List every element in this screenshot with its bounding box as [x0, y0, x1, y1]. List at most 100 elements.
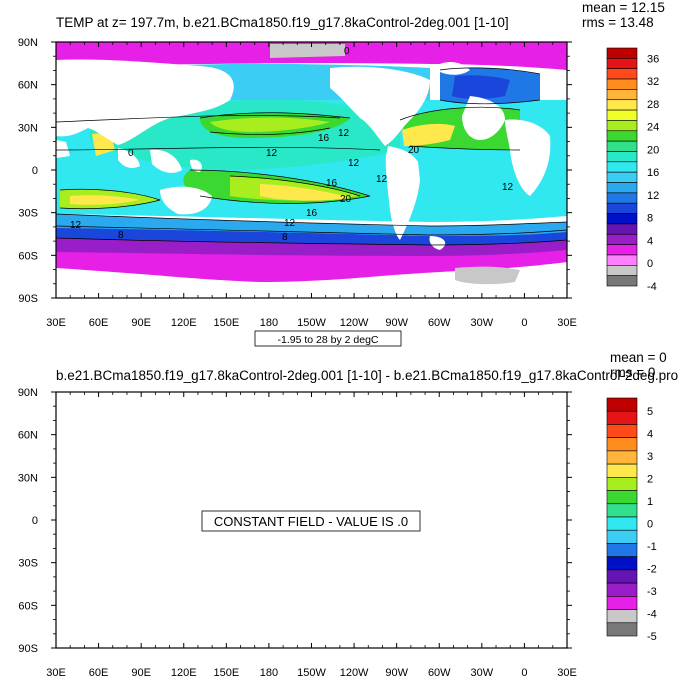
contour-label: 12 [348, 158, 360, 169]
colorbar-swatch [606, 609, 638, 624]
colorbar-swatch [606, 397, 638, 412]
colorbar-label: 8 [647, 213, 653, 225]
colorbar-label: 0 [647, 519, 653, 531]
contour-label: 16 [318, 133, 330, 144]
colorbar-swatch [606, 89, 638, 101]
colorbar-label: 12 [647, 190, 659, 202]
y-tick-label: 90N [18, 37, 38, 49]
colorbar-swatch [606, 161, 638, 173]
x-tick-label: 60W [428, 667, 451, 679]
contour-label: 20 [408, 145, 420, 156]
colorbar-swatch [606, 463, 638, 478]
contour-label: 12 [70, 220, 82, 231]
antarctic-gray [455, 266, 520, 285]
colorbar-swatch [606, 543, 638, 557]
colorbar-label: 16 [647, 167, 659, 179]
x-tick-label: 120E [171, 667, 197, 679]
top-mean: mean = 12.15 [582, 0, 665, 15]
contour-label: 8 [282, 232, 288, 243]
x-tick-label: 150E [213, 317, 239, 329]
y-tick-label: 90S [18, 643, 38, 655]
colorbar-swatch [606, 265, 638, 276]
x-tick-label: 120E [171, 317, 197, 329]
top-panel: TEMP at z= 197.7m, b.e21.BCma1850.f19_g1… [18, 0, 665, 347]
x-tick-label: 90E [131, 317, 151, 329]
contour-info-box: -1.95 to 28 by 2 degC [254, 330, 402, 347]
contour-label: 12 [266, 148, 278, 159]
colorbar-label: 3 [647, 451, 653, 463]
x-tick-label: 150W [297, 317, 326, 329]
colorbar-swatch [606, 109, 638, 121]
colorbar-label: 20 [647, 144, 659, 156]
colorbar-label: 2 [647, 474, 653, 486]
contour-label: 12 [284, 218, 296, 229]
colorbar-label: -1 [647, 541, 657, 553]
colorbar-label: 28 [647, 99, 659, 111]
bottom-title: b.e21.BCma1850.f19_g17.8kaControl-2deg.0… [56, 368, 678, 383]
contour-info: -1.95 to 28 by 2 degC [278, 334, 379, 346]
colorbar-swatch [606, 182, 638, 194]
contour-label: 20 [340, 194, 352, 205]
x-tick-label: 30E [46, 317, 66, 329]
colorbar-swatch [606, 202, 638, 214]
colorbar-label: -4 [647, 281, 657, 293]
x-tick-label: 60W [428, 317, 451, 329]
x-tick-label: 30W [471, 667, 494, 679]
indian-ocean-yellow [70, 195, 140, 205]
colorbar-label: 0 [647, 258, 653, 270]
colorbar-swatch [606, 450, 638, 465]
constant-field-message: CONSTANT FIELD - VALUE IS .0 [214, 514, 408, 529]
south-pacific-yellow [260, 184, 350, 201]
x-tick-label: 120W [340, 667, 369, 679]
colorbar-swatch [606, 58, 638, 69]
colorbar-swatch [606, 254, 638, 266]
x-tick-label: 30E [557, 667, 577, 679]
x-tick-label: 150W [297, 667, 326, 679]
north-pacific-lime [210, 117, 330, 132]
colorbar-label: 32 [647, 76, 659, 88]
colorbar-label: -5 [647, 631, 657, 643]
contour-label: 16 [306, 208, 318, 219]
colorbar-label: 1 [647, 496, 653, 508]
x-tick-label: 180 [260, 317, 278, 329]
colorbar-swatch [606, 437, 638, 452]
colorbar-swatch [606, 171, 638, 183]
x-tick-label: 30W [471, 317, 494, 329]
y-tick-label: 0 [32, 165, 38, 177]
colorbar-swatch [606, 140, 638, 152]
bottom-mean: mean = 0 [610, 350, 667, 365]
colorbar-swatch [606, 47, 638, 59]
x-tick-label: 60E [89, 317, 109, 329]
x-tick-label: 90E [131, 667, 151, 679]
colorbar-label: -4 [647, 609, 657, 621]
colorbar-swatch [606, 244, 638, 256]
north-atlantic-deep [452, 75, 510, 99]
colorbar-swatch [606, 582, 638, 597]
x-tick-label: 120W [340, 317, 369, 329]
colorbar-swatch [606, 490, 638, 505]
top-title: TEMP at z= 197.7m, b.e21.BCma1850.f19_g1… [56, 15, 509, 30]
x-tick-label: 30E [557, 317, 577, 329]
colorbar-label: 36 [647, 53, 659, 65]
y-tick-label: 60S [18, 600, 38, 612]
contour-label: 0 [344, 46, 350, 57]
x-tick-label: 90W [385, 667, 408, 679]
colorbar-label: -2 [647, 564, 657, 576]
colorbar-swatch [606, 596, 638, 610]
bottom-panel: b.e21.BCma1850.f19_g17.8kaControl-2deg.0… [18, 350, 678, 679]
y-tick-label: 60S [18, 250, 38, 262]
x-tick-label: 150E [213, 667, 239, 679]
colorbar-swatch [606, 275, 638, 287]
atlantic-north-yellow [402, 123, 455, 146]
colorbar-label: 24 [647, 122, 659, 134]
top-contour-labels: 0 16 12 12 12 16 20 12 8 8 12 16 20 12 1… [70, 46, 514, 243]
colorbar-swatch [606, 213, 638, 225]
southern-ocean-lightblue [56, 214, 567, 236]
top-rms: rms = 13.48 [582, 15, 654, 30]
colorbar-label: -3 [647, 586, 657, 598]
y-tick-label: 30S [18, 208, 38, 220]
arctic-gray [270, 44, 345, 58]
colorbar-swatch [606, 151, 638, 163]
colorbar-label: 5 [647, 406, 653, 418]
